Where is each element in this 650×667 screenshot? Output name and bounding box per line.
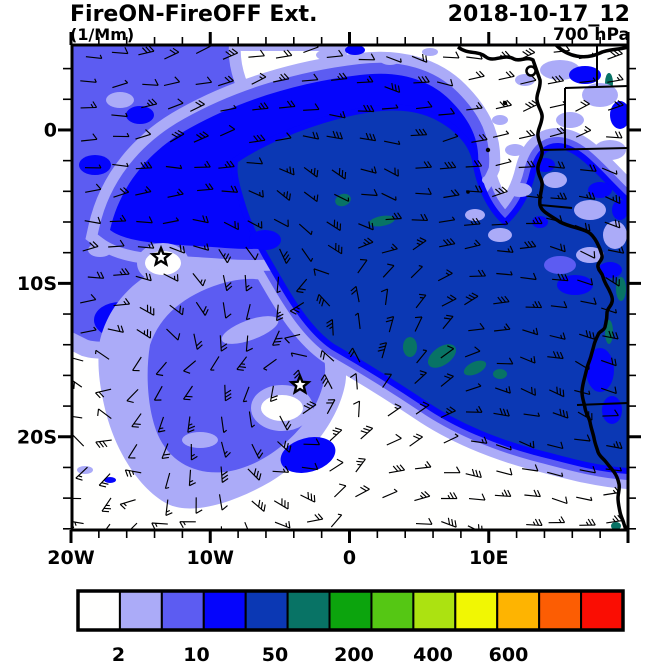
colorbar: 2 10 50 200 400 600	[76, 589, 625, 666]
island-dot	[485, 147, 491, 153]
map-canvas	[72, 45, 628, 530]
header-row-2: (1/Mm) 700 hPa	[70, 25, 630, 45]
colorbar-cell	[286, 590, 331, 631]
axis-ticks	[58, 32, 641, 543]
speckle	[221, 316, 279, 344]
colorbar-label: 50	[262, 644, 288, 666]
colorbar-cell	[412, 590, 457, 631]
x-tick-label: 10E	[469, 547, 508, 569]
colorbar-cell	[77, 590, 121, 631]
units-label: (1/Mm)	[70, 25, 135, 44]
colorbar-label: 400	[413, 644, 453, 666]
speckle	[280, 437, 336, 473]
speckle	[182, 432, 218, 448]
speckle	[79, 155, 111, 175]
star-markers	[149, 244, 312, 395]
contour-patches-teal	[335, 73, 626, 530]
colorbar-label: 2	[112, 644, 125, 666]
colorbar-cell	[328, 590, 373, 631]
x-tick-label: 10W	[187, 547, 234, 569]
colorbar-cell	[244, 590, 289, 631]
colorbar-cell	[118, 590, 163, 631]
speckle	[249, 230, 281, 250]
speckle	[126, 106, 154, 124]
contour-region-navy-max	[237, 110, 628, 468]
plot-title: FireON-FireOFF Ext.	[70, 2, 318, 27]
x-tick-label: 20W	[47, 547, 94, 569]
colorbar-cell	[160, 590, 205, 631]
star-marker-icon	[149, 244, 173, 267]
land-speckles	[77, 45, 628, 483]
colorbar-cell	[538, 590, 583, 631]
colorbar-cell	[202, 590, 247, 631]
colorbar-cell	[496, 590, 541, 631]
speckle	[106, 92, 134, 108]
colorbar-label: 10	[183, 644, 209, 666]
header-row: FireON-FireOFF Ext. 2018-10-17_12	[70, 2, 630, 27]
axis-labels: 20W 10W 0 10E 0 10S 20S	[17, 120, 509, 570]
colorbar-cell	[370, 590, 415, 631]
pressure-level-label: 700 hPa	[553, 25, 630, 45]
speckle	[586, 348, 614, 392]
star-marker-icon	[288, 372, 312, 395]
colorbar-label: 600	[489, 644, 529, 666]
plot-datetime: 2018-10-17_12	[447, 2, 630, 27]
y-tick-label: 0	[44, 120, 57, 142]
coastline	[456, 45, 628, 530]
colorbar-cell	[580, 590, 624, 631]
x-tick-label: 0	[343, 547, 356, 569]
colorbar-cell	[454, 590, 499, 631]
wind-barbs	[72, 45, 625, 530]
colorbar-label: 200	[334, 644, 374, 666]
y-tick-label: 10S	[17, 273, 57, 295]
speckle	[602, 396, 622, 424]
y-tick-label: 20S	[17, 426, 57, 448]
